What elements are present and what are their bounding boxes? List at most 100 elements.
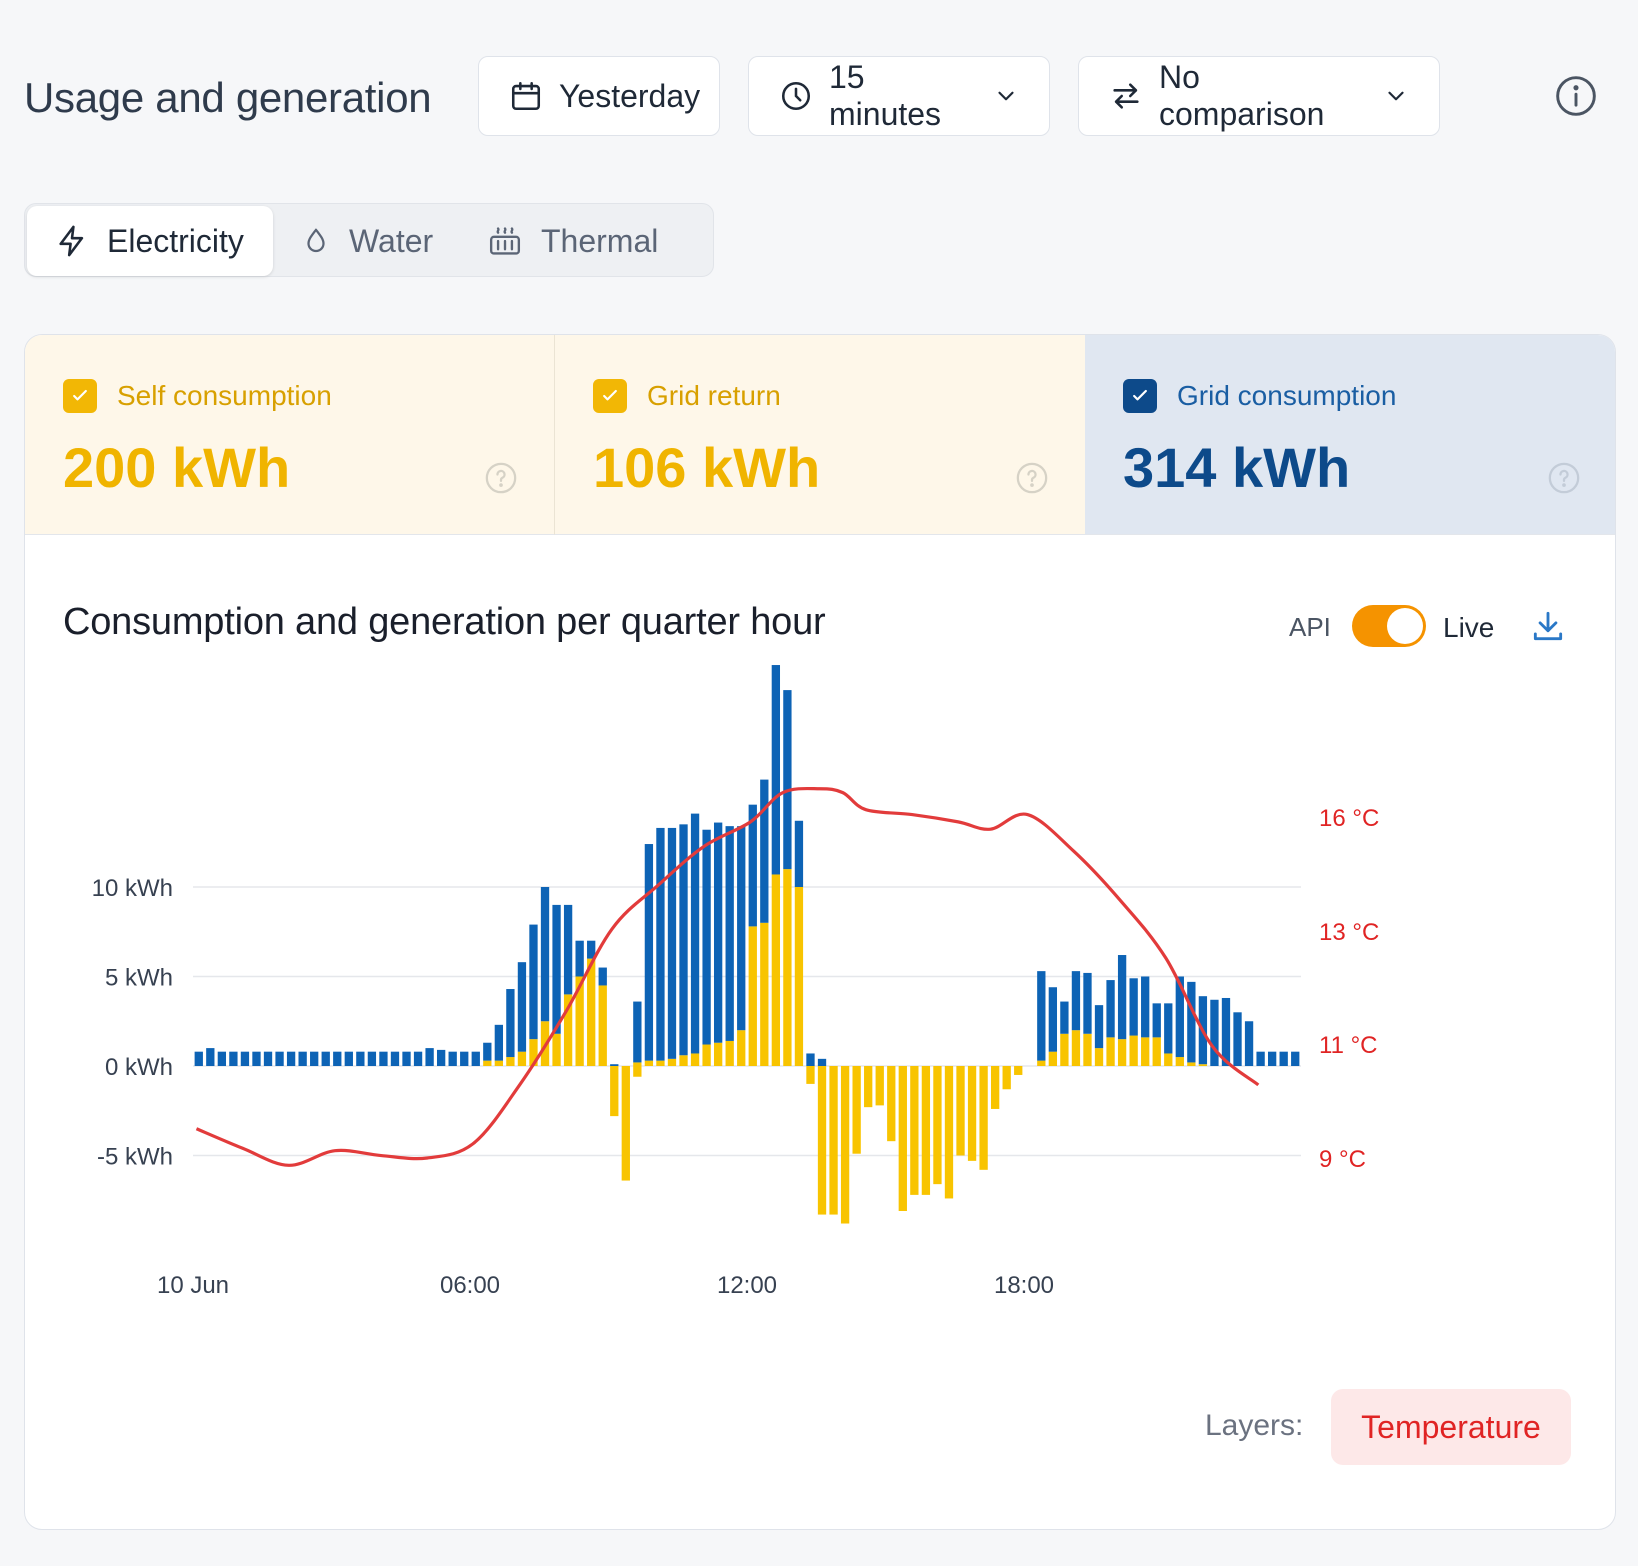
bar-grid-consumption xyxy=(529,924,538,1040)
checkmark-icon xyxy=(603,389,617,401)
page-header: Usage and generation Yesterday 15 minute… xyxy=(0,0,1638,200)
bar-self-consumption xyxy=(737,1030,746,1066)
temperature-line xyxy=(195,786,1260,1167)
download-icon[interactable] xyxy=(1529,607,1567,645)
bar-grid-consumption xyxy=(725,826,734,1041)
bar-self-consumption xyxy=(760,922,769,1066)
bar-grid-consumption xyxy=(806,1053,815,1066)
y2-tick-label: 13 °C xyxy=(1319,919,1379,946)
bar-grid-consumption xyxy=(575,940,584,977)
x-tick-label: 10 Jun xyxy=(157,1272,229,1299)
interval-label: 15 minutes xyxy=(829,59,942,132)
bar-grid-consumption xyxy=(667,827,677,1059)
help-icon[interactable] xyxy=(1015,461,1049,495)
bar-grid-consumption xyxy=(286,1051,296,1066)
bar-self-consumption xyxy=(656,1060,665,1066)
bar-grid-return xyxy=(817,1066,827,1215)
bar-grid-consumption xyxy=(1256,1051,1265,1066)
bar-grid-consumption xyxy=(1060,1001,1069,1034)
grid-return-checkbox[interactable] xyxy=(593,379,627,413)
y2-tick-label: 9 °C xyxy=(1319,1146,1366,1173)
grid-consumption-checkbox[interactable] xyxy=(1123,379,1157,413)
interval-select[interactable]: 15 minutes xyxy=(748,56,1050,136)
bar-self-consumption xyxy=(679,1055,688,1066)
bar-grid-return xyxy=(610,1066,619,1117)
bar-grid-consumption xyxy=(783,690,792,870)
calendar-icon xyxy=(511,81,541,111)
help-icon[interactable] xyxy=(1547,461,1581,495)
bar-grid-consumption xyxy=(760,779,769,923)
bar-grid-consumption xyxy=(310,1051,319,1066)
toggle-knob xyxy=(1387,608,1423,644)
x-tick-label: 06:00 xyxy=(440,1272,500,1299)
bar-grid-consumption xyxy=(552,904,561,1034)
date-picker-label: Yesterday xyxy=(559,77,701,114)
bar-self-consumption xyxy=(1141,1037,1150,1066)
stat-grid-return[interactable]: Grid return 106 kWh xyxy=(555,335,1085,535)
bar-grid-consumption xyxy=(1291,1051,1300,1066)
bar-grid-consumption xyxy=(229,1051,238,1066)
bar-grid-return xyxy=(864,1066,873,1108)
bar-grid-return xyxy=(990,1066,1000,1109)
tab-thermal[interactable]: Thermal xyxy=(487,206,697,276)
bar-grid-consumption xyxy=(1083,972,1092,1034)
bar-grid-return xyxy=(633,1066,642,1077)
bar-grid-return xyxy=(875,1066,884,1106)
stat-self-consumption[interactable]: Self consumption 200 kWh xyxy=(25,335,555,535)
bar-self-consumption xyxy=(1175,1057,1184,1066)
bar-grid-consumption xyxy=(1164,1003,1173,1054)
bar-grid-return xyxy=(1002,1066,1011,1090)
heater-icon xyxy=(489,227,521,255)
tab-electricity[interactable]: Electricity xyxy=(27,206,273,276)
bar-self-consumption xyxy=(1152,1037,1161,1066)
y-tick-label: -5 kWh xyxy=(97,1144,173,1171)
bar-self-consumption xyxy=(1198,1064,1208,1066)
bar-grid-consumption xyxy=(644,844,654,1061)
bar-self-consumption xyxy=(1083,1033,1092,1066)
date-picker-button[interactable]: Yesterday xyxy=(478,56,720,136)
help-icon[interactable] xyxy=(484,461,518,495)
bar-self-consumption xyxy=(506,1057,515,1066)
bar-self-consumption xyxy=(702,1044,711,1066)
info-icon[interactable] xyxy=(1554,74,1598,118)
bar-grid-consumption xyxy=(390,1051,400,1066)
bar-grid-consumption xyxy=(610,1064,619,1066)
stat-grid-consumption[interactable]: Grid consumption 314 kWh xyxy=(1085,335,1615,535)
bar-grid-consumption xyxy=(1175,976,1184,1058)
bar-grid-consumption xyxy=(1210,999,1219,1066)
chart-title: Consumption and generation per quarter h… xyxy=(63,601,826,643)
tab-water[interactable]: Water xyxy=(301,206,463,276)
tab-electricity-label: Electricity xyxy=(107,222,244,259)
layer-temperature-chip[interactable]: Temperature xyxy=(1331,1389,1571,1465)
bar-grid-consumption xyxy=(206,1048,215,1066)
bar-grid-consumption xyxy=(587,940,596,959)
bar-self-consumption xyxy=(713,1042,723,1066)
self-consumption-checkbox[interactable] xyxy=(63,379,97,413)
bar-grid-consumption xyxy=(794,820,804,887)
bar-grid-consumption xyxy=(713,822,723,1043)
bar-self-consumption xyxy=(1071,1030,1081,1066)
bar-grid-consumption xyxy=(748,804,757,927)
comparison-select[interactable]: No comparison xyxy=(1078,56,1440,136)
live-toggle[interactable] xyxy=(1352,605,1426,647)
grid-return-value: 106 kWh xyxy=(593,436,821,499)
bar-grid-consumption xyxy=(1221,997,1231,1066)
utility-tabs: Electricity Water Thermal xyxy=(24,203,714,277)
bar-grid-return xyxy=(910,1066,919,1195)
bar-grid-return xyxy=(840,1066,850,1224)
droplet-icon xyxy=(307,228,325,253)
tab-water-label: Water xyxy=(349,222,434,259)
bar-grid-return xyxy=(933,1066,942,1185)
bar-grid-consumption xyxy=(367,1051,377,1066)
checkmark-icon xyxy=(1133,389,1147,401)
bar-self-consumption xyxy=(517,1051,527,1066)
bar-grid-consumption xyxy=(1267,1051,1277,1066)
bar-grid-consumption xyxy=(1071,971,1081,1031)
bar-self-consumption xyxy=(1048,1051,1058,1066)
bar-grid-consumption xyxy=(402,1051,411,1066)
grid-return-label: Grid return xyxy=(647,380,781,411)
chevron-down-icon xyxy=(1388,91,1404,101)
live-label: Live xyxy=(1443,612,1495,643)
bar-self-consumption xyxy=(644,1060,654,1066)
bar-grid-consumption xyxy=(344,1051,353,1066)
